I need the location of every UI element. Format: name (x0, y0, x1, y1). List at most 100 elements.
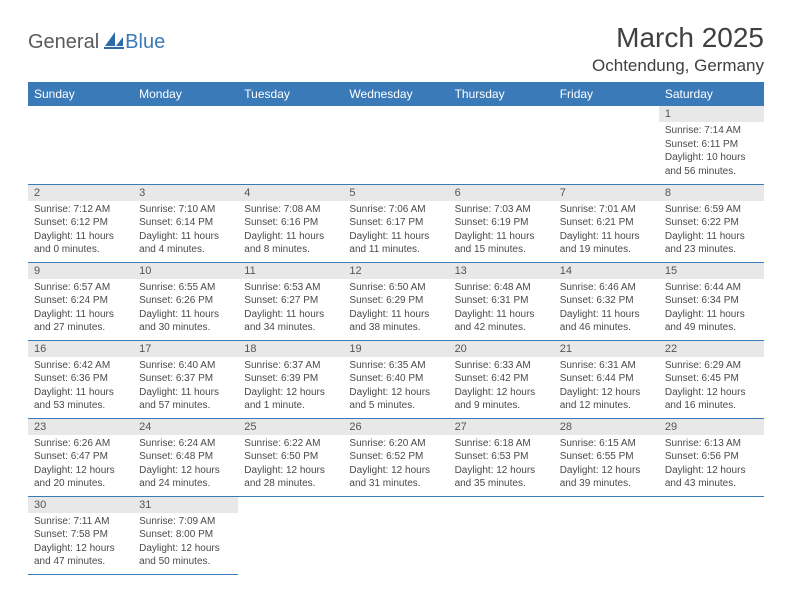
day-details: Sunrise: 6:24 AMSunset: 6:48 PMDaylight:… (133, 435, 238, 495)
day-number: 10 (133, 263, 238, 279)
day-number: 28 (554, 419, 659, 435)
day-details: Sunrise: 6:26 AMSunset: 6:47 PMDaylight:… (28, 435, 133, 495)
calendar-cell: 12Sunrise: 6:50 AMSunset: 6:29 PMDayligh… (343, 262, 448, 340)
calendar-cell (554, 496, 659, 574)
header: General Blue March 2025 Ochtendung, Germ… (28, 22, 764, 76)
day-details: Sunrise: 7:14 AMSunset: 6:11 PMDaylight:… (659, 122, 764, 182)
day-number: 9 (28, 263, 133, 279)
calendar-cell: 22Sunrise: 6:29 AMSunset: 6:45 PMDayligh… (659, 340, 764, 418)
calendar-cell (659, 496, 764, 574)
title-block: March 2025 Ochtendung, Germany (592, 22, 764, 76)
day-number: 23 (28, 419, 133, 435)
calendar-cell: 26Sunrise: 6:20 AMSunset: 6:52 PMDayligh… (343, 418, 448, 496)
day-details: Sunrise: 6:15 AMSunset: 6:55 PMDaylight:… (554, 435, 659, 495)
day-details: Sunrise: 6:53 AMSunset: 6:27 PMDaylight:… (238, 279, 343, 339)
day-details: Sunrise: 6:33 AMSunset: 6:42 PMDaylight:… (449, 357, 554, 417)
weekday-header: Friday (554, 82, 659, 106)
calendar-cell: 6Sunrise: 7:03 AMSunset: 6:19 PMDaylight… (449, 184, 554, 262)
day-details: Sunrise: 6:48 AMSunset: 6:31 PMDaylight:… (449, 279, 554, 339)
weekday-header: Sunday (28, 82, 133, 106)
logo-sail-icon (103, 30, 125, 55)
weekday-header: Tuesday (238, 82, 343, 106)
day-details: Sunrise: 6:59 AMSunset: 6:22 PMDaylight:… (659, 201, 764, 261)
calendar-cell: 10Sunrise: 6:55 AMSunset: 6:26 PMDayligh… (133, 262, 238, 340)
calendar-cell: 3Sunrise: 7:10 AMSunset: 6:14 PMDaylight… (133, 184, 238, 262)
calendar-cell: 9Sunrise: 6:57 AMSunset: 6:24 PMDaylight… (28, 262, 133, 340)
calendar-cell: 8Sunrise: 6:59 AMSunset: 6:22 PMDaylight… (659, 184, 764, 262)
calendar-cell: 23Sunrise: 6:26 AMSunset: 6:47 PMDayligh… (28, 418, 133, 496)
day-number: 4 (238, 185, 343, 201)
day-number: 20 (449, 341, 554, 357)
day-number: 3 (133, 185, 238, 201)
day-number: 25 (238, 419, 343, 435)
day-number: 7 (554, 185, 659, 201)
calendar-cell (554, 106, 659, 184)
day-details: Sunrise: 6:46 AMSunset: 6:32 PMDaylight:… (554, 279, 659, 339)
day-details: Sunrise: 7:09 AMSunset: 8:00 PMDaylight:… (133, 513, 238, 573)
weekday-header: Saturday (659, 82, 764, 106)
calendar-cell: 14Sunrise: 6:46 AMSunset: 6:32 PMDayligh… (554, 262, 659, 340)
day-details: Sunrise: 7:10 AMSunset: 6:14 PMDaylight:… (133, 201, 238, 261)
calendar-cell: 30Sunrise: 7:11 AMSunset: 7:58 PMDayligh… (28, 496, 133, 574)
day-details: Sunrise: 6:22 AMSunset: 6:50 PMDaylight:… (238, 435, 343, 495)
day-details: Sunrise: 6:42 AMSunset: 6:36 PMDaylight:… (28, 357, 133, 417)
day-details: Sunrise: 6:37 AMSunset: 6:39 PMDaylight:… (238, 357, 343, 417)
day-number: 29 (659, 419, 764, 435)
calendar-cell (238, 496, 343, 574)
day-number: 21 (554, 341, 659, 357)
weekday-header: Thursday (449, 82, 554, 106)
location: Ochtendung, Germany (592, 56, 764, 76)
calendar-cell (449, 106, 554, 184)
day-number: 13 (449, 263, 554, 279)
day-number: 1 (659, 106, 764, 122)
calendar-page: General Blue March 2025 Ochtendung, Germ… (0, 0, 792, 575)
day-number: 18 (238, 341, 343, 357)
day-details: Sunrise: 6:13 AMSunset: 6:56 PMDaylight:… (659, 435, 764, 495)
day-number: 16 (28, 341, 133, 357)
day-details: Sunrise: 7:12 AMSunset: 6:12 PMDaylight:… (28, 201, 133, 261)
calendar-cell: 29Sunrise: 6:13 AMSunset: 6:56 PMDayligh… (659, 418, 764, 496)
logo: General Blue (28, 30, 165, 55)
day-details: Sunrise: 7:06 AMSunset: 6:17 PMDaylight:… (343, 201, 448, 261)
calendar-cell: 24Sunrise: 6:24 AMSunset: 6:48 PMDayligh… (133, 418, 238, 496)
calendar-cell (343, 106, 448, 184)
day-number: 22 (659, 341, 764, 357)
day-details: Sunrise: 7:03 AMSunset: 6:19 PMDaylight:… (449, 201, 554, 261)
weekday-header: Monday (133, 82, 238, 106)
calendar-header-row: SundayMondayTuesdayWednesdayThursdayFrid… (28, 82, 764, 106)
calendar-cell: 19Sunrise: 6:35 AMSunset: 6:40 PMDayligh… (343, 340, 448, 418)
day-details: Sunrise: 6:35 AMSunset: 6:40 PMDaylight:… (343, 357, 448, 417)
day-number: 5 (343, 185, 448, 201)
calendar-cell: 4Sunrise: 7:08 AMSunset: 6:16 PMDaylight… (238, 184, 343, 262)
calendar-cell: 27Sunrise: 6:18 AMSunset: 6:53 PMDayligh… (449, 418, 554, 496)
calendar-cell: 20Sunrise: 6:33 AMSunset: 6:42 PMDayligh… (449, 340, 554, 418)
day-number: 15 (659, 263, 764, 279)
day-details: Sunrise: 6:50 AMSunset: 6:29 PMDaylight:… (343, 279, 448, 339)
calendar-cell: 1Sunrise: 7:14 AMSunset: 6:11 PMDaylight… (659, 106, 764, 184)
day-details: Sunrise: 7:11 AMSunset: 7:58 PMDaylight:… (28, 513, 133, 573)
calendar-cell: 11Sunrise: 6:53 AMSunset: 6:27 PMDayligh… (238, 262, 343, 340)
calendar-cell: 15Sunrise: 6:44 AMSunset: 6:34 PMDayligh… (659, 262, 764, 340)
day-number: 14 (554, 263, 659, 279)
calendar-cell (238, 106, 343, 184)
day-number: 12 (343, 263, 448, 279)
day-number: 8 (659, 185, 764, 201)
calendar-cell (449, 496, 554, 574)
day-details: Sunrise: 6:55 AMSunset: 6:26 PMDaylight:… (133, 279, 238, 339)
calendar-cell: 21Sunrise: 6:31 AMSunset: 6:44 PMDayligh… (554, 340, 659, 418)
calendar-cell: 2Sunrise: 7:12 AMSunset: 6:12 PMDaylight… (28, 184, 133, 262)
day-number: 30 (28, 497, 133, 513)
logo-text-blue: Blue (125, 31, 165, 54)
day-number: 6 (449, 185, 554, 201)
day-details: Sunrise: 6:20 AMSunset: 6:52 PMDaylight:… (343, 435, 448, 495)
day-details: Sunrise: 6:40 AMSunset: 6:37 PMDaylight:… (133, 357, 238, 417)
calendar-cell (343, 496, 448, 574)
day-details: Sunrise: 6:31 AMSunset: 6:44 PMDaylight:… (554, 357, 659, 417)
day-details: Sunrise: 6:44 AMSunset: 6:34 PMDaylight:… (659, 279, 764, 339)
calendar-cell: 31Sunrise: 7:09 AMSunset: 8:00 PMDayligh… (133, 496, 238, 574)
day-number: 27 (449, 419, 554, 435)
month-title: March 2025 (592, 22, 764, 54)
day-details: Sunrise: 6:18 AMSunset: 6:53 PMDaylight:… (449, 435, 554, 495)
day-number: 11 (238, 263, 343, 279)
day-number: 19 (343, 341, 448, 357)
